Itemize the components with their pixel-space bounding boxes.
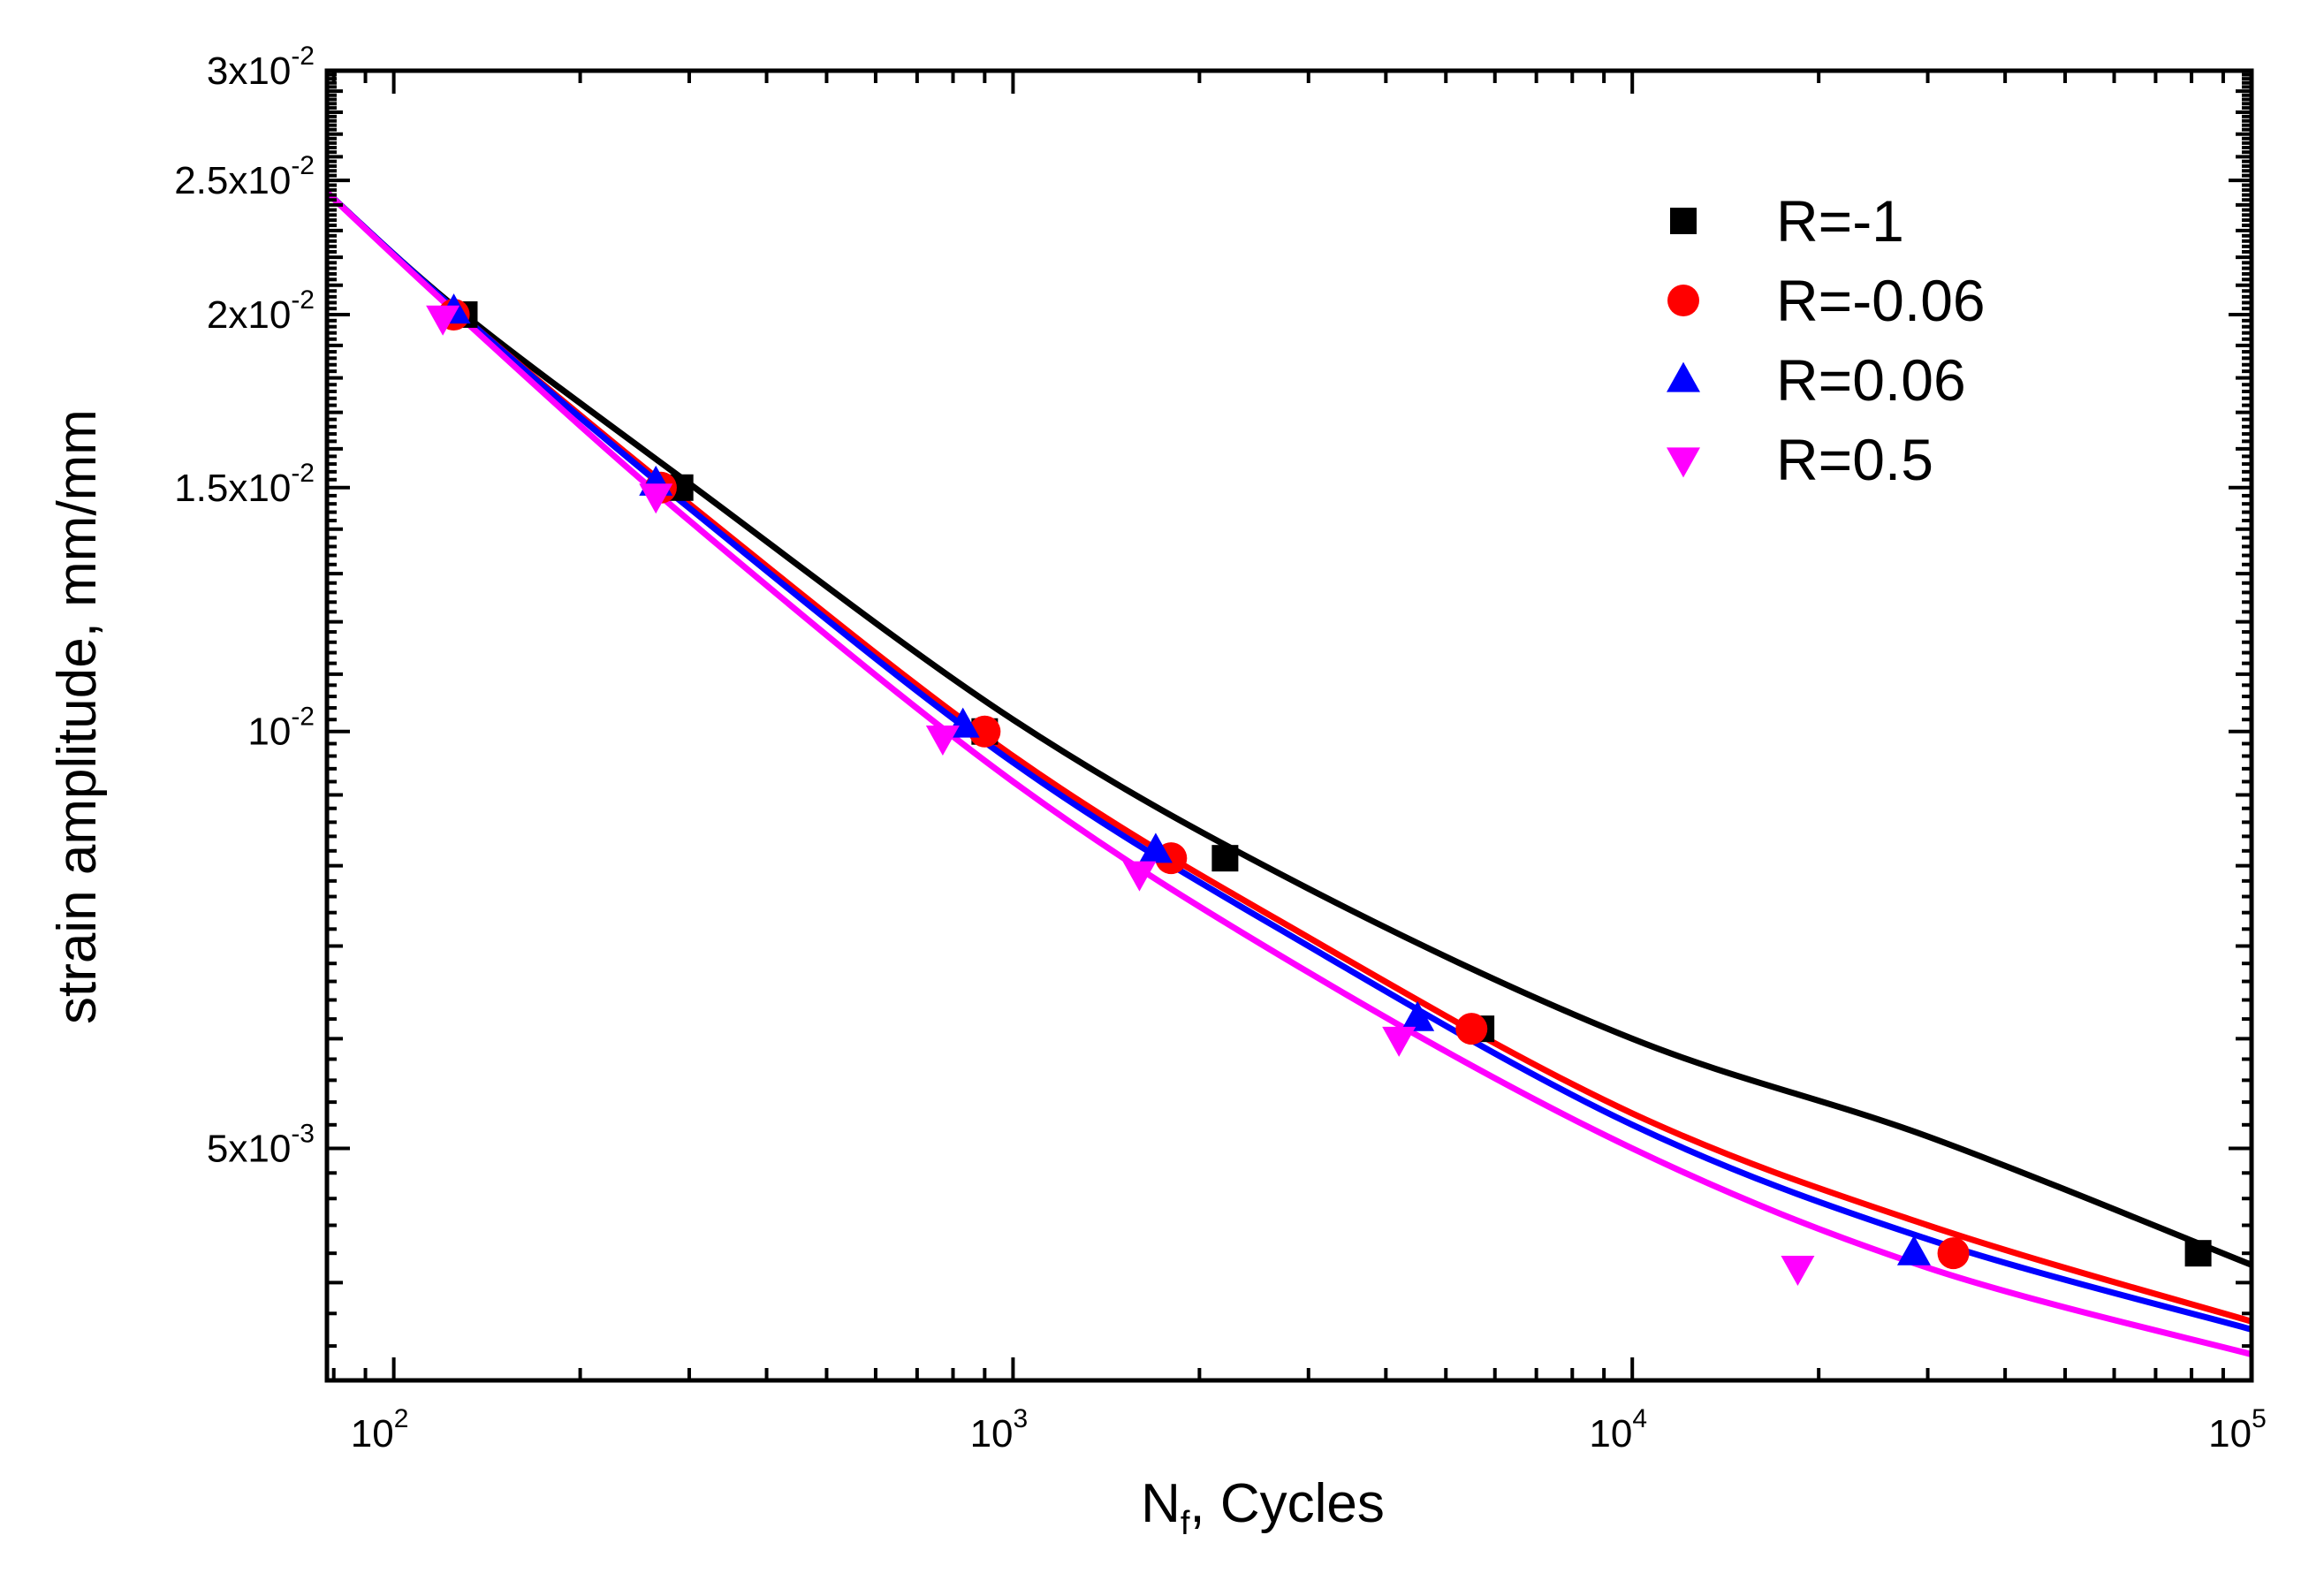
fit-curves bbox=[324, 190, 2253, 1357]
x-tick-label: 103 bbox=[970, 1404, 1029, 1455]
data-point bbox=[1122, 861, 1157, 892]
data-point bbox=[968, 715, 1001, 748]
x-tick-label: 102 bbox=[351, 1404, 409, 1455]
legend: R=-1 R=-0.06 R=0.06 R=0.5 bbox=[1667, 188, 1986, 492]
x-tick-label-mantissa: 10 bbox=[1589, 1412, 1632, 1455]
fit-curve-R=0.06 bbox=[324, 190, 2252, 1333]
y-axis-title: strain amplitude, mm/mm bbox=[47, 409, 108, 1024]
x-tick-label-exponent: 4 bbox=[1632, 1404, 1647, 1433]
y-tick-label: 2.5x10-2 bbox=[174, 151, 315, 202]
legend-label: R=-0.06 bbox=[1776, 268, 1986, 333]
fit-curve-R=-1 bbox=[324, 190, 2253, 1268]
data-point bbox=[639, 483, 673, 514]
y-tick-label: 2x10-2 bbox=[207, 285, 315, 337]
axis-ticks bbox=[327, 69, 2253, 1382]
y-tick-label: 1.5x10-2 bbox=[174, 459, 315, 510]
legend-marker bbox=[1670, 208, 1697, 234]
y-tick-label-exponent: -2 bbox=[291, 151, 315, 180]
y-tick-label-mantissa: 2x10 bbox=[207, 293, 291, 337]
x-tick-label-mantissa: 10 bbox=[351, 1412, 394, 1455]
x-tick-label-mantissa: 10 bbox=[970, 1412, 1014, 1455]
data-point bbox=[1781, 1255, 1815, 1286]
legend-marker bbox=[1667, 361, 1700, 392]
x-tick-label-mantissa: 10 bbox=[2208, 1412, 2252, 1455]
x-axis-title: Nf, Cycles bbox=[1141, 1473, 1385, 1542]
x-axis-title-main: N bbox=[1141, 1473, 1181, 1534]
y-tick-label-mantissa: 3x10 bbox=[207, 49, 291, 93]
data-point bbox=[426, 305, 460, 336]
x-tick-label-exponent: 2 bbox=[394, 1404, 409, 1433]
x-tick-labels: 102 103 104 105 bbox=[351, 1404, 2267, 1455]
data-points bbox=[426, 293, 2212, 1286]
y-tick-label-mantissa: 5x10 bbox=[207, 1128, 291, 1171]
data-point bbox=[1455, 1013, 1488, 1045]
x-tick-label-exponent: 3 bbox=[1014, 1404, 1029, 1433]
data-point bbox=[1401, 1000, 1435, 1031]
x-tick-label: 105 bbox=[2208, 1404, 2267, 1455]
y-tick-label-exponent: -2 bbox=[291, 285, 315, 315]
legend-marker bbox=[1667, 285, 1699, 316]
fit-curve-R=0.5 bbox=[324, 190, 2252, 1357]
y-tick-label-mantissa: 10 bbox=[247, 711, 291, 754]
data-point bbox=[1896, 1235, 1931, 1265]
x-tick-label: 104 bbox=[1589, 1404, 1647, 1455]
y-tick-label-exponent: -3 bbox=[291, 1120, 315, 1149]
y-tick-label: 3x10-2 bbox=[207, 42, 315, 93]
data-point bbox=[925, 725, 960, 756]
y-tick-label: 5x10-3 bbox=[207, 1120, 315, 1171]
y-tick-label-exponent: -2 bbox=[291, 703, 315, 732]
data-point bbox=[1937, 1237, 1970, 1270]
legend-label: R=-1 bbox=[1776, 188, 1904, 254]
data-point bbox=[1211, 845, 1239, 872]
y-tick-label-mantissa: 1.5x10 bbox=[174, 467, 291, 510]
legend-label: R=0.5 bbox=[1776, 427, 1933, 492]
y-tick-label-mantissa: 2.5x10 bbox=[174, 159, 291, 202]
legend-label: R=0.06 bbox=[1776, 347, 1966, 413]
data-point bbox=[2184, 1240, 2212, 1267]
data-point bbox=[1382, 1026, 1416, 1057]
x-axis-title-subscript: f bbox=[1181, 1505, 1190, 1542]
y-tick-label-exponent: -2 bbox=[291, 42, 315, 71]
data-point bbox=[1138, 832, 1173, 863]
plot-frame bbox=[324, 68, 2254, 1383]
y-tick-label: 10-2 bbox=[247, 703, 315, 754]
y-tick-label-exponent: -2 bbox=[291, 459, 315, 488]
x-axis-title-rest: , Cycles bbox=[1189, 1473, 1384, 1534]
legend-marker bbox=[1667, 447, 1700, 478]
x-tick-label-exponent: 5 bbox=[2252, 1404, 2267, 1433]
